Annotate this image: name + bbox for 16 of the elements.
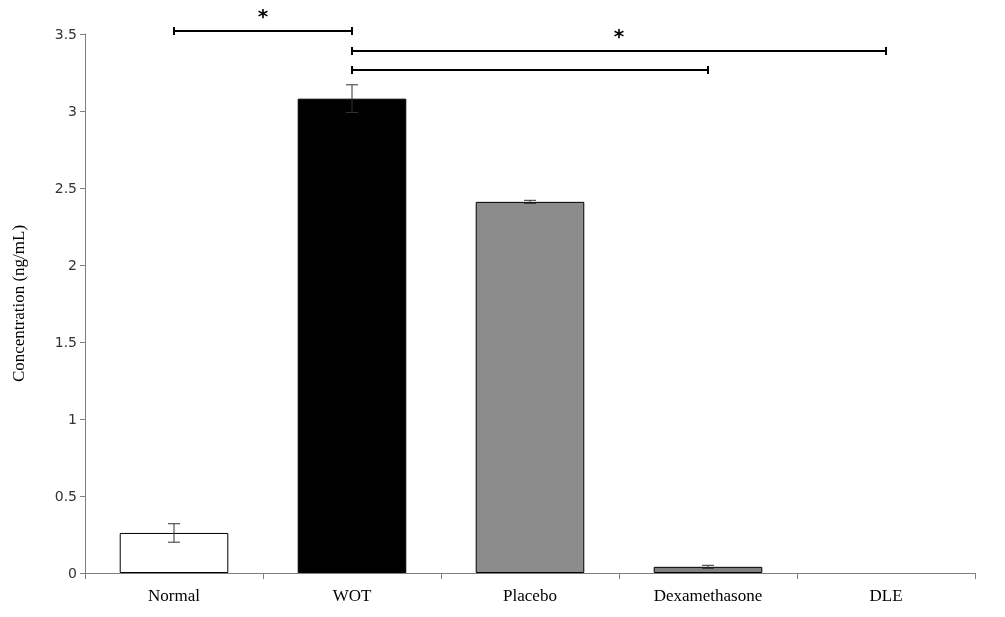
y-tick-label: 1 [68, 411, 77, 427]
text: * [257, 4, 269, 28]
x-tick-label: Placebo [503, 586, 557, 605]
y-tick-label: 0.5 [54, 488, 77, 504]
y-tick-label: 2 [68, 257, 77, 273]
x-tick-label: DLE [869, 586, 903, 605]
y-tick-label: 3 [68, 103, 77, 119]
x-tick-label: Dexamethasone [653, 586, 763, 605]
annotation: * [613, 24, 625, 48]
x-tick-label: Normal [148, 586, 201, 605]
y-tick-label: 1.5 [54, 334, 77, 350]
y-tick-label: 2.5 [54, 180, 77, 196]
y-axis-title: Concentration (ng/mL) [9, 224, 28, 383]
y-tick-label: 3.5 [54, 26, 77, 42]
y-tick-label: 0 [68, 565, 77, 581]
x-tick-label: WOT [332, 586, 372, 605]
